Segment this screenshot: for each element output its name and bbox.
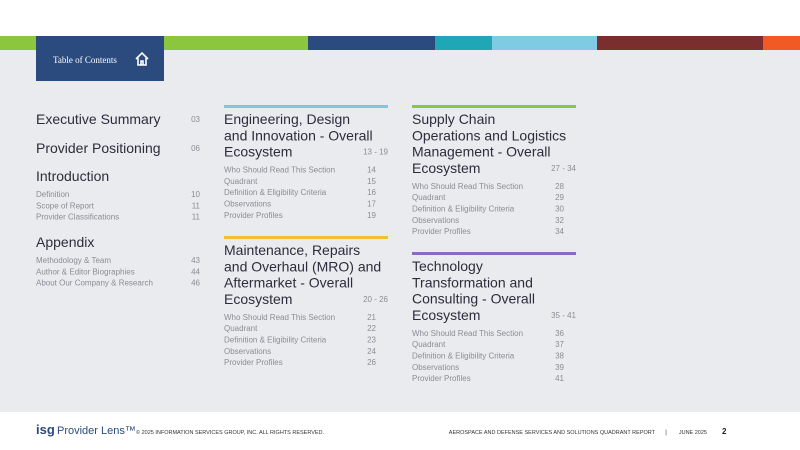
page-number: 2 (722, 427, 727, 436)
section-pages: 27 - 34 (551, 164, 576, 173)
toc-heading: Provider Positioning (36, 140, 161, 156)
section-title: Maintenance, Repairs (224, 242, 360, 258)
toc-heading: Introduction (36, 168, 109, 184)
stripe (763, 36, 800, 50)
section-title: Engineering, Design (224, 111, 350, 127)
body-area (0, 50, 800, 412)
section-title: Consulting - Overall (412, 291, 535, 307)
toc-page: 38 (555, 352, 564, 361)
toc-box (36, 36, 164, 81)
toc-page: 11 (192, 201, 201, 210)
toc-page: 23 (367, 336, 376, 345)
toc-item: Author & Editor Biographies (36, 267, 135, 276)
copyright: © 2025 INFORMATION SERVICES GROUP, INC. … (136, 429, 325, 436)
separator: | (665, 430, 667, 436)
toc-page: 24 (367, 347, 376, 356)
toc-item: Provider Classifications (36, 213, 119, 222)
section-title: Ecosystem (412, 160, 480, 176)
stripe (435, 36, 492, 50)
toc-page: 28 (555, 182, 564, 191)
section-title: Management - Overall (412, 144, 551, 160)
section-title: and Innovation - Overall (224, 127, 373, 143)
stripe (492, 36, 597, 50)
toc-page: 39 (555, 363, 564, 372)
logo-product: Provider Lens™ (57, 425, 136, 437)
toc-page: 29 (555, 193, 564, 202)
toc-item: Who Should Read This Section (224, 313, 335, 322)
toc-item: Provider Profiles (224, 211, 283, 220)
toc-page: 44 (191, 267, 200, 276)
toc-item: Definition & Eligibility Criteria (412, 205, 515, 214)
toc-page: 14 (367, 166, 376, 175)
section-pages: 20 - 26 (363, 295, 388, 304)
toc-item: Scope of Report (36, 201, 95, 210)
toc-item: Observations (412, 216, 459, 225)
date: JUNE 2025 (679, 430, 707, 436)
section-title: and Overhaul (MRO) and (224, 258, 381, 274)
toc-item: Quadrant (412, 340, 446, 349)
toc-page: 34 (555, 227, 564, 236)
toc-item: Who Should Read This Section (412, 182, 523, 191)
toc-page: 06 (191, 144, 200, 153)
toc-page: 03 (191, 115, 200, 124)
toc-page: 11 (192, 213, 201, 222)
toc-item: Quadrant (224, 324, 258, 333)
stripe (308, 36, 435, 50)
section-pages: 35 - 41 (551, 311, 576, 320)
toc-page: 41 (555, 374, 564, 383)
toc-page: 37 (555, 340, 564, 349)
toc-page: 19 (367, 211, 376, 220)
toc-heading: Executive Summary (36, 111, 160, 127)
toc-item: Quadrant (412, 193, 446, 202)
toc-item: Provider Profiles (412, 374, 471, 383)
toc-item: Observations (224, 347, 271, 356)
toc-page: 21 (367, 313, 376, 322)
toc-title: Table of Contents (53, 55, 117, 65)
toc-item: About Our Company & Research (36, 279, 153, 288)
toc-item: Observations (412, 363, 459, 372)
stripe (597, 36, 763, 50)
section-title: Supply Chain (412, 111, 495, 127)
section-bar (412, 252, 576, 255)
toc-page: 36 (555, 329, 564, 338)
toc-item: Who Should Read This Section (224, 166, 335, 175)
section-title: Ecosystem (224, 144, 292, 160)
section-title: Operations and Logistics (412, 127, 566, 143)
section-title: Technology (412, 258, 483, 274)
section-title: Transformation and (412, 274, 533, 290)
toc-page: 17 (367, 200, 376, 209)
section-title: Aftermarket - Overall (224, 275, 353, 291)
section-bar (224, 105, 388, 108)
toc-item: Who Should Read This Section (412, 329, 523, 338)
report-title: AEROSPACE AND DEFENSE SERVICES AND SOLUT… (449, 430, 656, 436)
toc-item: Quadrant (224, 177, 258, 186)
toc-page: 10 (191, 190, 200, 199)
toc-page: 22 (367, 324, 376, 333)
section-pages: 13 - 19 (363, 148, 388, 157)
toc-page: 26 (367, 358, 376, 367)
toc-page: 15 (367, 177, 376, 186)
section-title: Ecosystem (412, 307, 480, 323)
toc-item: Provider Profiles (224, 358, 283, 367)
toc-item: Definition & Eligibility Criteria (412, 352, 515, 361)
section-bar (224, 236, 388, 239)
section-title: Ecosystem (224, 291, 292, 307)
toc-item: Definition (36, 190, 69, 199)
toc-page: 16 (367, 188, 376, 197)
toc-item: Definition & Eligibility Criteria (224, 336, 327, 345)
home-icon[interactable] (135, 51, 149, 66)
logo-brand: isg (36, 422, 55, 437)
toc-item: Observations (224, 200, 271, 209)
toc-item: Methodology & Team (36, 256, 111, 265)
section-bar (412, 105, 576, 108)
toc-page: 30 (555, 205, 564, 214)
toc-heading: Appendix (36, 234, 94, 250)
toc-page: 46 (191, 279, 200, 288)
toc-item: Provider Profiles (412, 227, 471, 236)
toc-page: 32 (555, 216, 564, 225)
toc-item: Definition & Eligibility Criteria (224, 188, 327, 197)
toc-page: 43 (191, 256, 200, 265)
